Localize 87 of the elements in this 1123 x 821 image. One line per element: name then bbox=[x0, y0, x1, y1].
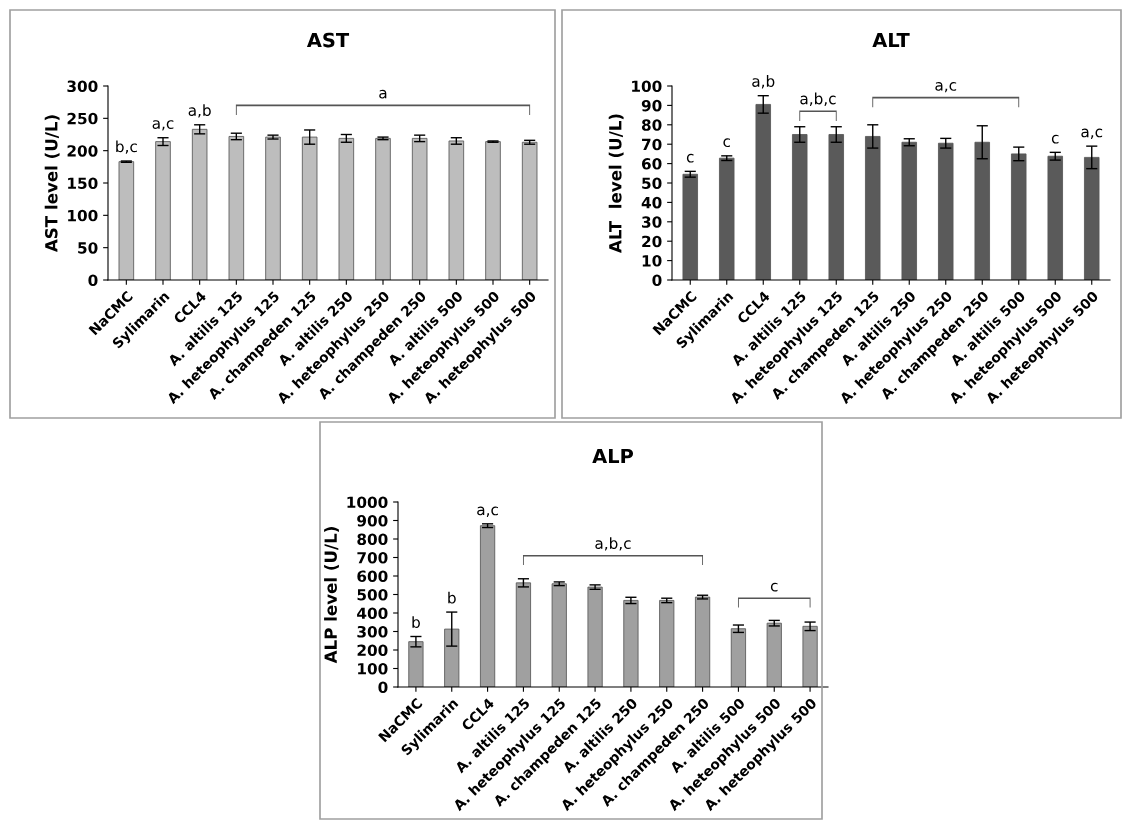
chart-title: ALP bbox=[592, 448, 634, 464]
bar bbox=[515, 582, 531, 687]
y-axis-title: ALP level (U/L) bbox=[324, 527, 339, 664]
data-label: b bbox=[448, 591, 456, 604]
bar bbox=[766, 622, 782, 687]
annotation: a,b,c bbox=[800, 92, 836, 106]
y-tick-label: 300 bbox=[67, 80, 98, 93]
y-tick-label: 0 bbox=[378, 681, 388, 694]
chart-title: AST bbox=[306, 32, 350, 48]
y-tick-label: 600 bbox=[357, 570, 388, 583]
y-tick-label: 900 bbox=[357, 514, 388, 527]
y-tick-label: 100 bbox=[68, 209, 98, 222]
data-label: c bbox=[1051, 134, 1059, 144]
bar bbox=[118, 161, 135, 280]
bar bbox=[448, 140, 465, 280]
y-tick-label: 250 bbox=[67, 112, 98, 125]
y-tick-label: 200 bbox=[67, 145, 98, 157]
bar bbox=[792, 134, 808, 280]
bar bbox=[408, 641, 424, 687]
bar bbox=[659, 600, 675, 687]
annotation: a,b,c bbox=[595, 537, 631, 551]
bar bbox=[719, 157, 735, 280]
y-axis-title: AST level (U/L) bbox=[44, 115, 60, 253]
y-tick-label: 40 bbox=[641, 196, 662, 209]
bar bbox=[301, 136, 318, 280]
data-label: b,c bbox=[116, 140, 137, 154]
bar bbox=[974, 141, 990, 280]
y-tick-label: 300 bbox=[357, 625, 388, 638]
annotation: a,c bbox=[935, 82, 957, 93]
bar bbox=[444, 628, 460, 687]
y-tick-label: 100 bbox=[358, 662, 388, 675]
bar bbox=[828, 134, 844, 280]
y-axis-title: ALT level (U/L) bbox=[608, 114, 624, 253]
data-label: c bbox=[686, 153, 694, 163]
bar bbox=[521, 141, 538, 280]
annotation: a bbox=[379, 89, 387, 99]
bar bbox=[228, 136, 245, 280]
y-tick-label: 0 bbox=[88, 274, 98, 287]
bar bbox=[587, 586, 603, 687]
bar bbox=[755, 104, 771, 280]
bar bbox=[1084, 156, 1100, 280]
data-label: a,b bbox=[188, 104, 211, 118]
bar bbox=[480, 525, 496, 687]
bar bbox=[682, 173, 698, 280]
bar bbox=[375, 137, 391, 280]
data-label: a,c bbox=[477, 506, 498, 517]
y-tick-label: 150 bbox=[68, 177, 98, 190]
bar bbox=[1011, 153, 1027, 280]
bar bbox=[265, 136, 281, 280]
y-tick-label: 80 bbox=[641, 119, 662, 131]
y-tick-label: 90 bbox=[641, 99, 662, 112]
y-tick-label: 700 bbox=[357, 551, 388, 564]
y-tick-label: 60 bbox=[641, 158, 662, 170]
y-tick-label: 20 bbox=[642, 235, 662, 248]
bar bbox=[695, 596, 711, 687]
y-tick-label: 200 bbox=[357, 644, 388, 657]
bar bbox=[938, 142, 954, 280]
y-tick-label: 70 bbox=[642, 138, 662, 151]
y-tick-label: 0 bbox=[652, 274, 662, 287]
y-tick-label: 1000 bbox=[347, 496, 388, 509]
y-tick-label: 50 bbox=[78, 242, 98, 254]
data-label: b bbox=[412, 616, 420, 628]
y-tick-label: 800 bbox=[357, 533, 388, 546]
bar bbox=[1047, 155, 1063, 280]
bar bbox=[802, 625, 818, 687]
y-tick-label: 500 bbox=[357, 588, 388, 601]
bar bbox=[730, 628, 746, 687]
data-label: a,c bbox=[152, 120, 174, 131]
bar bbox=[411, 137, 428, 280]
bar bbox=[191, 128, 208, 280]
data-label: a,b bbox=[752, 75, 775, 89]
bar bbox=[155, 141, 171, 280]
y-tick-label: 50 bbox=[642, 177, 662, 190]
bar bbox=[865, 136, 881, 280]
y-tick-label: 10 bbox=[642, 255, 662, 267]
bar bbox=[623, 600, 639, 687]
bar bbox=[551, 583, 567, 687]
y-tick-label: 400 bbox=[357, 607, 388, 620]
chart-title: ALT bbox=[872, 32, 910, 48]
data-label: a,c bbox=[1081, 128, 1103, 139]
annotation: c bbox=[770, 582, 778, 592]
bar bbox=[485, 141, 501, 280]
data-label: c bbox=[723, 138, 730, 148]
y-tick-label: 30 bbox=[642, 216, 662, 228]
y-tick-label: 100 bbox=[632, 80, 662, 93]
bar bbox=[338, 137, 355, 280]
bar bbox=[901, 141, 917, 280]
